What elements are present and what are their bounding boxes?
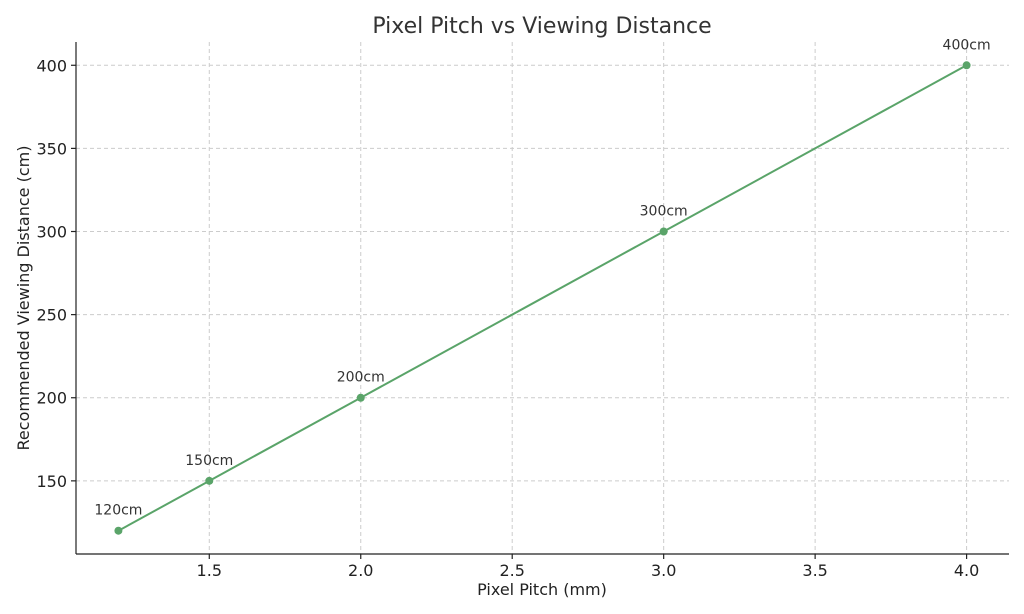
x-tick-label: 3.0 — [651, 561, 676, 580]
series — [114, 61, 971, 535]
x-tick-label: 4.0 — [954, 561, 979, 580]
y-tick-label: 350 — [36, 139, 67, 158]
data-labels: 120cm 150cm 200cm 300cm 400cm — [94, 37, 990, 518]
x-tick-label: 1.5 — [197, 561, 222, 580]
x-tick-label: 3.5 — [802, 561, 827, 580]
series-line — [117, 64, 968, 532]
y-tick-label: 400 — [36, 56, 67, 75]
data-label: 120cm — [94, 503, 142, 519]
axes — [75, 42, 1009, 555]
x-tick-label: 2.5 — [499, 561, 524, 580]
data-point — [356, 393, 365, 402]
data-point — [114, 526, 123, 535]
y-tick-label: 200 — [36, 389, 67, 408]
data-label: 150cm — [185, 453, 233, 469]
y-axis-label: Recommended Viewing Distance (cm) — [14, 146, 33, 451]
data-label: 200cm — [337, 370, 385, 386]
x-axis-label: Pixel Pitch (mm) — [477, 580, 607, 599]
data-label: 400cm — [943, 37, 991, 53]
grid — [76, 42, 1009, 554]
x-tick-label: 2.0 — [348, 561, 373, 580]
data-point — [659, 227, 668, 236]
data-label: 300cm — [640, 204, 688, 220]
y-tick-label: 300 — [36, 223, 67, 242]
y-tick-label: 250 — [36, 306, 67, 325]
chart-title: Pixel Pitch vs Viewing Distance — [372, 14, 711, 39]
data-point — [962, 61, 971, 70]
y-tick-label: 150 — [36, 472, 67, 491]
data-point — [205, 476, 214, 485]
ticks: 1.5 2.0 2.5 3.0 3.5 4.0 150 200 250 300 350 400 — [36, 56, 979, 580]
